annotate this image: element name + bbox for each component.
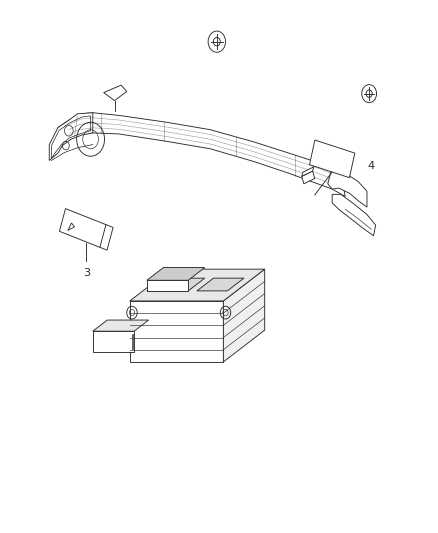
Polygon shape bbox=[130, 269, 265, 301]
Text: 4: 4 bbox=[368, 161, 375, 171]
Text: 3: 3 bbox=[83, 268, 90, 278]
Polygon shape bbox=[93, 331, 134, 352]
Polygon shape bbox=[147, 278, 205, 291]
Polygon shape bbox=[49, 113, 93, 160]
Polygon shape bbox=[328, 167, 367, 207]
Polygon shape bbox=[223, 269, 265, 362]
Polygon shape bbox=[130, 301, 223, 362]
Polygon shape bbox=[302, 167, 314, 176]
Polygon shape bbox=[58, 113, 345, 197]
Polygon shape bbox=[147, 268, 205, 280]
Polygon shape bbox=[132, 334, 133, 349]
Bar bbox=[60, 208, 113, 250]
Polygon shape bbox=[147, 280, 188, 291]
Polygon shape bbox=[197, 278, 244, 291]
Polygon shape bbox=[332, 195, 376, 236]
Polygon shape bbox=[93, 320, 148, 331]
Polygon shape bbox=[51, 116, 91, 158]
Polygon shape bbox=[302, 171, 315, 184]
Bar bbox=[310, 140, 355, 177]
